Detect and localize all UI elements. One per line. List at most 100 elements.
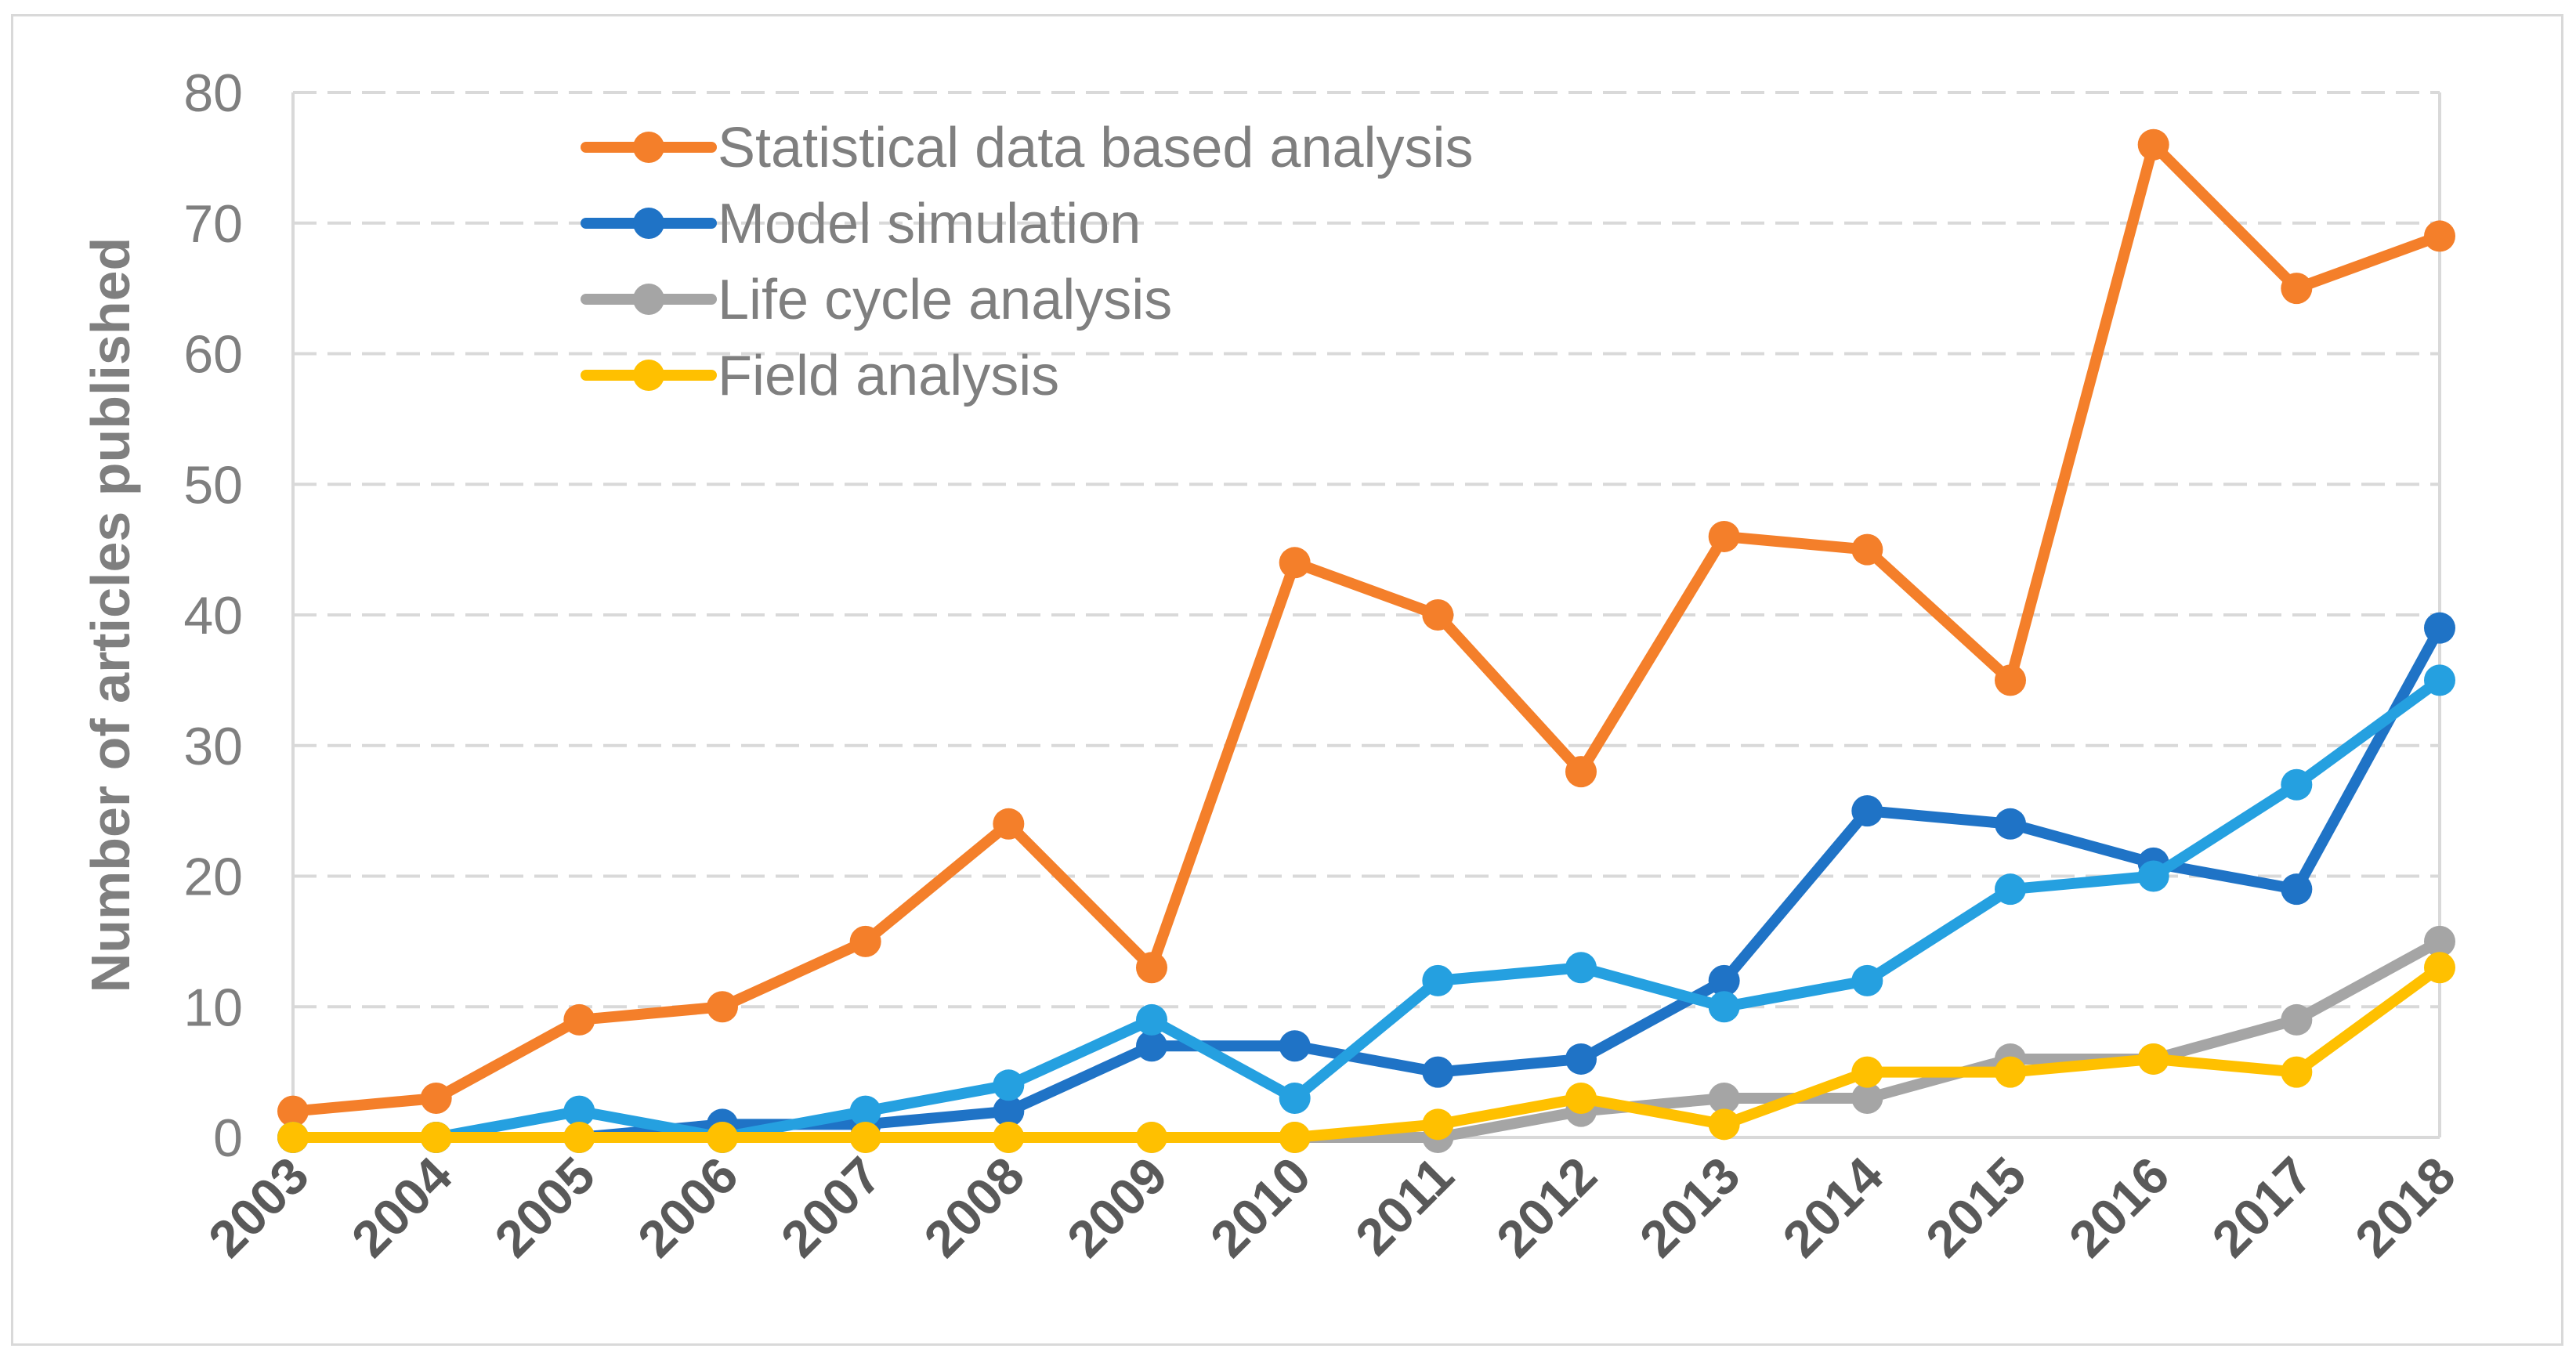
series-field-analysis <box>277 952 2455 1153</box>
legend-label: Field analysis <box>718 345 1059 407</box>
x-tick-label: 2006 <box>627 1146 749 1268</box>
data-point <box>277 1095 309 1127</box>
x-tick-label: 2018 <box>2344 1146 2466 1268</box>
data-point <box>1136 1003 1167 1036</box>
data-point <box>1422 1056 1454 1088</box>
y-tick-label: 20 <box>183 848 243 907</box>
legend-marker <box>633 360 664 391</box>
x-tick-label: 2015 <box>1915 1146 2037 1268</box>
y-tick-label: 30 <box>183 717 243 776</box>
x-tick-label: 2005 <box>483 1146 606 1268</box>
data-point <box>1708 991 1740 1023</box>
y-axis-ticks: 0 10 20 30 40 50 60 70 80 <box>183 63 243 1168</box>
data-point <box>993 808 1025 840</box>
x-tick-label: 2013 <box>1628 1146 1750 1268</box>
data-point <box>563 1095 595 1127</box>
data-point <box>2424 664 2455 696</box>
data-point <box>277 1122 309 1153</box>
x-tick-label: 2007 <box>769 1146 892 1268</box>
series-statistical-data-based-analysis <box>277 128 2455 1127</box>
data-point <box>2281 768 2313 801</box>
series-line <box>288 139 2445 1117</box>
gridlines <box>293 91 2440 1009</box>
data-point <box>993 1095 1025 1127</box>
data-point <box>1708 964 1740 996</box>
legend-marker <box>633 284 664 315</box>
data-point <box>1565 1082 1597 1114</box>
data-point <box>1136 952 1167 984</box>
legend-item: Field analysis <box>581 345 1059 407</box>
data-point <box>2281 1056 2313 1088</box>
legend-label: Life cycle analysis <box>718 269 1172 331</box>
y-tick-label: 40 <box>183 586 243 645</box>
y-tick-label: 70 <box>183 194 243 254</box>
y-tick-label: 80 <box>183 63 243 123</box>
data-point <box>420 1122 452 1153</box>
series-line <box>288 674 2445 1143</box>
data-point <box>1422 964 1454 996</box>
data-point <box>1995 808 2026 840</box>
legend-label: Model simulation <box>718 193 1141 255</box>
data-point <box>1995 664 2026 696</box>
x-tick-label: 2004 <box>340 1145 462 1267</box>
data-point <box>2281 873 2313 906</box>
data-point <box>1422 599 1454 631</box>
y-tick-label: 10 <box>183 978 243 1037</box>
data-point <box>849 1095 881 1127</box>
data-point <box>1708 1108 1740 1141</box>
data-point <box>1995 1056 2026 1088</box>
data-point <box>2281 1003 2313 1036</box>
data-point <box>2424 925 2455 957</box>
data-series <box>277 128 2455 1153</box>
data-point <box>420 1082 452 1114</box>
legend-label: Statistical data based analysis <box>718 117 1474 179</box>
legend: Statistical data based analysis Model sim… <box>581 117 1474 407</box>
data-point <box>1565 952 1597 984</box>
series-line <box>288 622 2445 1143</box>
data-point <box>1565 756 1597 788</box>
x-tick-label: 2010 <box>1199 1146 1321 1268</box>
data-point <box>707 1122 738 1153</box>
data-point <box>1708 1082 1740 1114</box>
x-tick-label: 2017 <box>2201 1146 2323 1268</box>
data-point <box>2137 1043 2169 1075</box>
y-tick-label: 0 <box>213 1108 243 1168</box>
data-point <box>993 1122 1025 1153</box>
data-point <box>1279 1030 1311 1062</box>
data-point <box>1279 547 1311 579</box>
legend-item: Model simulation <box>581 193 1141 255</box>
data-point <box>1279 1082 1311 1114</box>
legend-marker <box>633 132 664 163</box>
y-axis-title: Number of articles published <box>80 237 141 993</box>
data-point <box>849 1122 881 1153</box>
legend-marker <box>633 208 664 239</box>
data-point <box>1136 1122 1167 1153</box>
data-point <box>707 991 738 1023</box>
data-point <box>1279 1122 1311 1153</box>
data-point <box>993 1069 1025 1101</box>
data-point <box>1995 873 2026 906</box>
x-tick-label: 2008 <box>913 1146 1035 1268</box>
x-tick-label: 2009 <box>1056 1146 1178 1268</box>
y-tick-label: 50 <box>183 455 243 515</box>
series-unlabeled-3 <box>277 664 2455 1153</box>
y-tick-label: 60 <box>183 325 243 385</box>
legend-item: Statistical data based analysis <box>581 117 1474 179</box>
data-point <box>1851 795 1883 827</box>
data-point <box>2281 273 2313 305</box>
data-point <box>2424 612 2455 644</box>
x-tick-label: 2016 <box>2057 1146 2180 1268</box>
data-point <box>2424 220 2455 252</box>
x-tick-label: 2011 <box>1344 1146 1465 1267</box>
data-point <box>849 925 881 957</box>
x-axis-ticks: 2003 2004 2005 2006 2007 2008 2009 2010 2011 2012… <box>197 1145 2466 1267</box>
x-tick-label: 2014 <box>1771 1145 1894 1267</box>
data-point <box>563 1003 595 1036</box>
series-line <box>288 962 2445 1143</box>
data-point <box>2137 860 2169 892</box>
data-point <box>1422 1108 1454 1141</box>
legend-item: Life cycle analysis <box>581 269 1172 331</box>
data-point <box>2424 952 2455 984</box>
data-point <box>1708 520 1740 552</box>
